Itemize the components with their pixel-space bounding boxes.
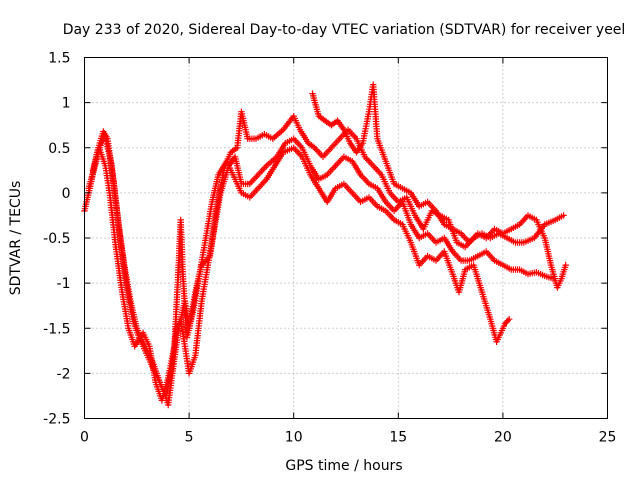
series-layer — [81, 81, 569, 409]
y-tick-label: -1 — [57, 276, 71, 292]
y-tick-label: -2.5 — [43, 412, 70, 428]
x-tick-label: 20 — [494, 430, 512, 446]
x-tick-label: 0 — [80, 430, 89, 446]
y-tick-label: -2 — [57, 366, 71, 382]
plus-markers — [85, 133, 557, 400]
x-tick-label: 10 — [285, 430, 303, 446]
y-tick-label: -1.5 — [43, 321, 70, 337]
grid — [84, 57, 608, 419]
x-tick-label: 15 — [389, 430, 407, 446]
y-tick-label: 1.5 — [48, 51, 70, 67]
plus-markers — [89, 144, 513, 404]
y-tick-label: 0.5 — [48, 141, 70, 157]
y-tick-label: 1 — [62, 96, 71, 112]
y-tick-label: 0 — [62, 186, 71, 202]
series-track-2 — [85, 133, 557, 400]
chart-title: Day 233 of 2020, Sidereal Day-to-day VTE… — [63, 22, 626, 38]
plus-markers — [309, 81, 569, 291]
ticks — [84, 57, 608, 419]
series-track-4 — [309, 81, 569, 291]
x-axis-label: GPS time / hours — [285, 458, 402, 474]
y-axis-label: SDTVAR / TECUs — [8, 181, 24, 296]
tick-labels: 0 5 10 15 20 25 -2.5 -2 -1.5 -1 -0.5 0 0.5 1 1.5 — [43, 51, 616, 446]
series-track-3 — [89, 144, 513, 404]
x-tick-label: 25 — [599, 430, 617, 446]
y-tick-label: -0.5 — [43, 231, 70, 247]
x-tick-label: 5 — [185, 430, 194, 446]
